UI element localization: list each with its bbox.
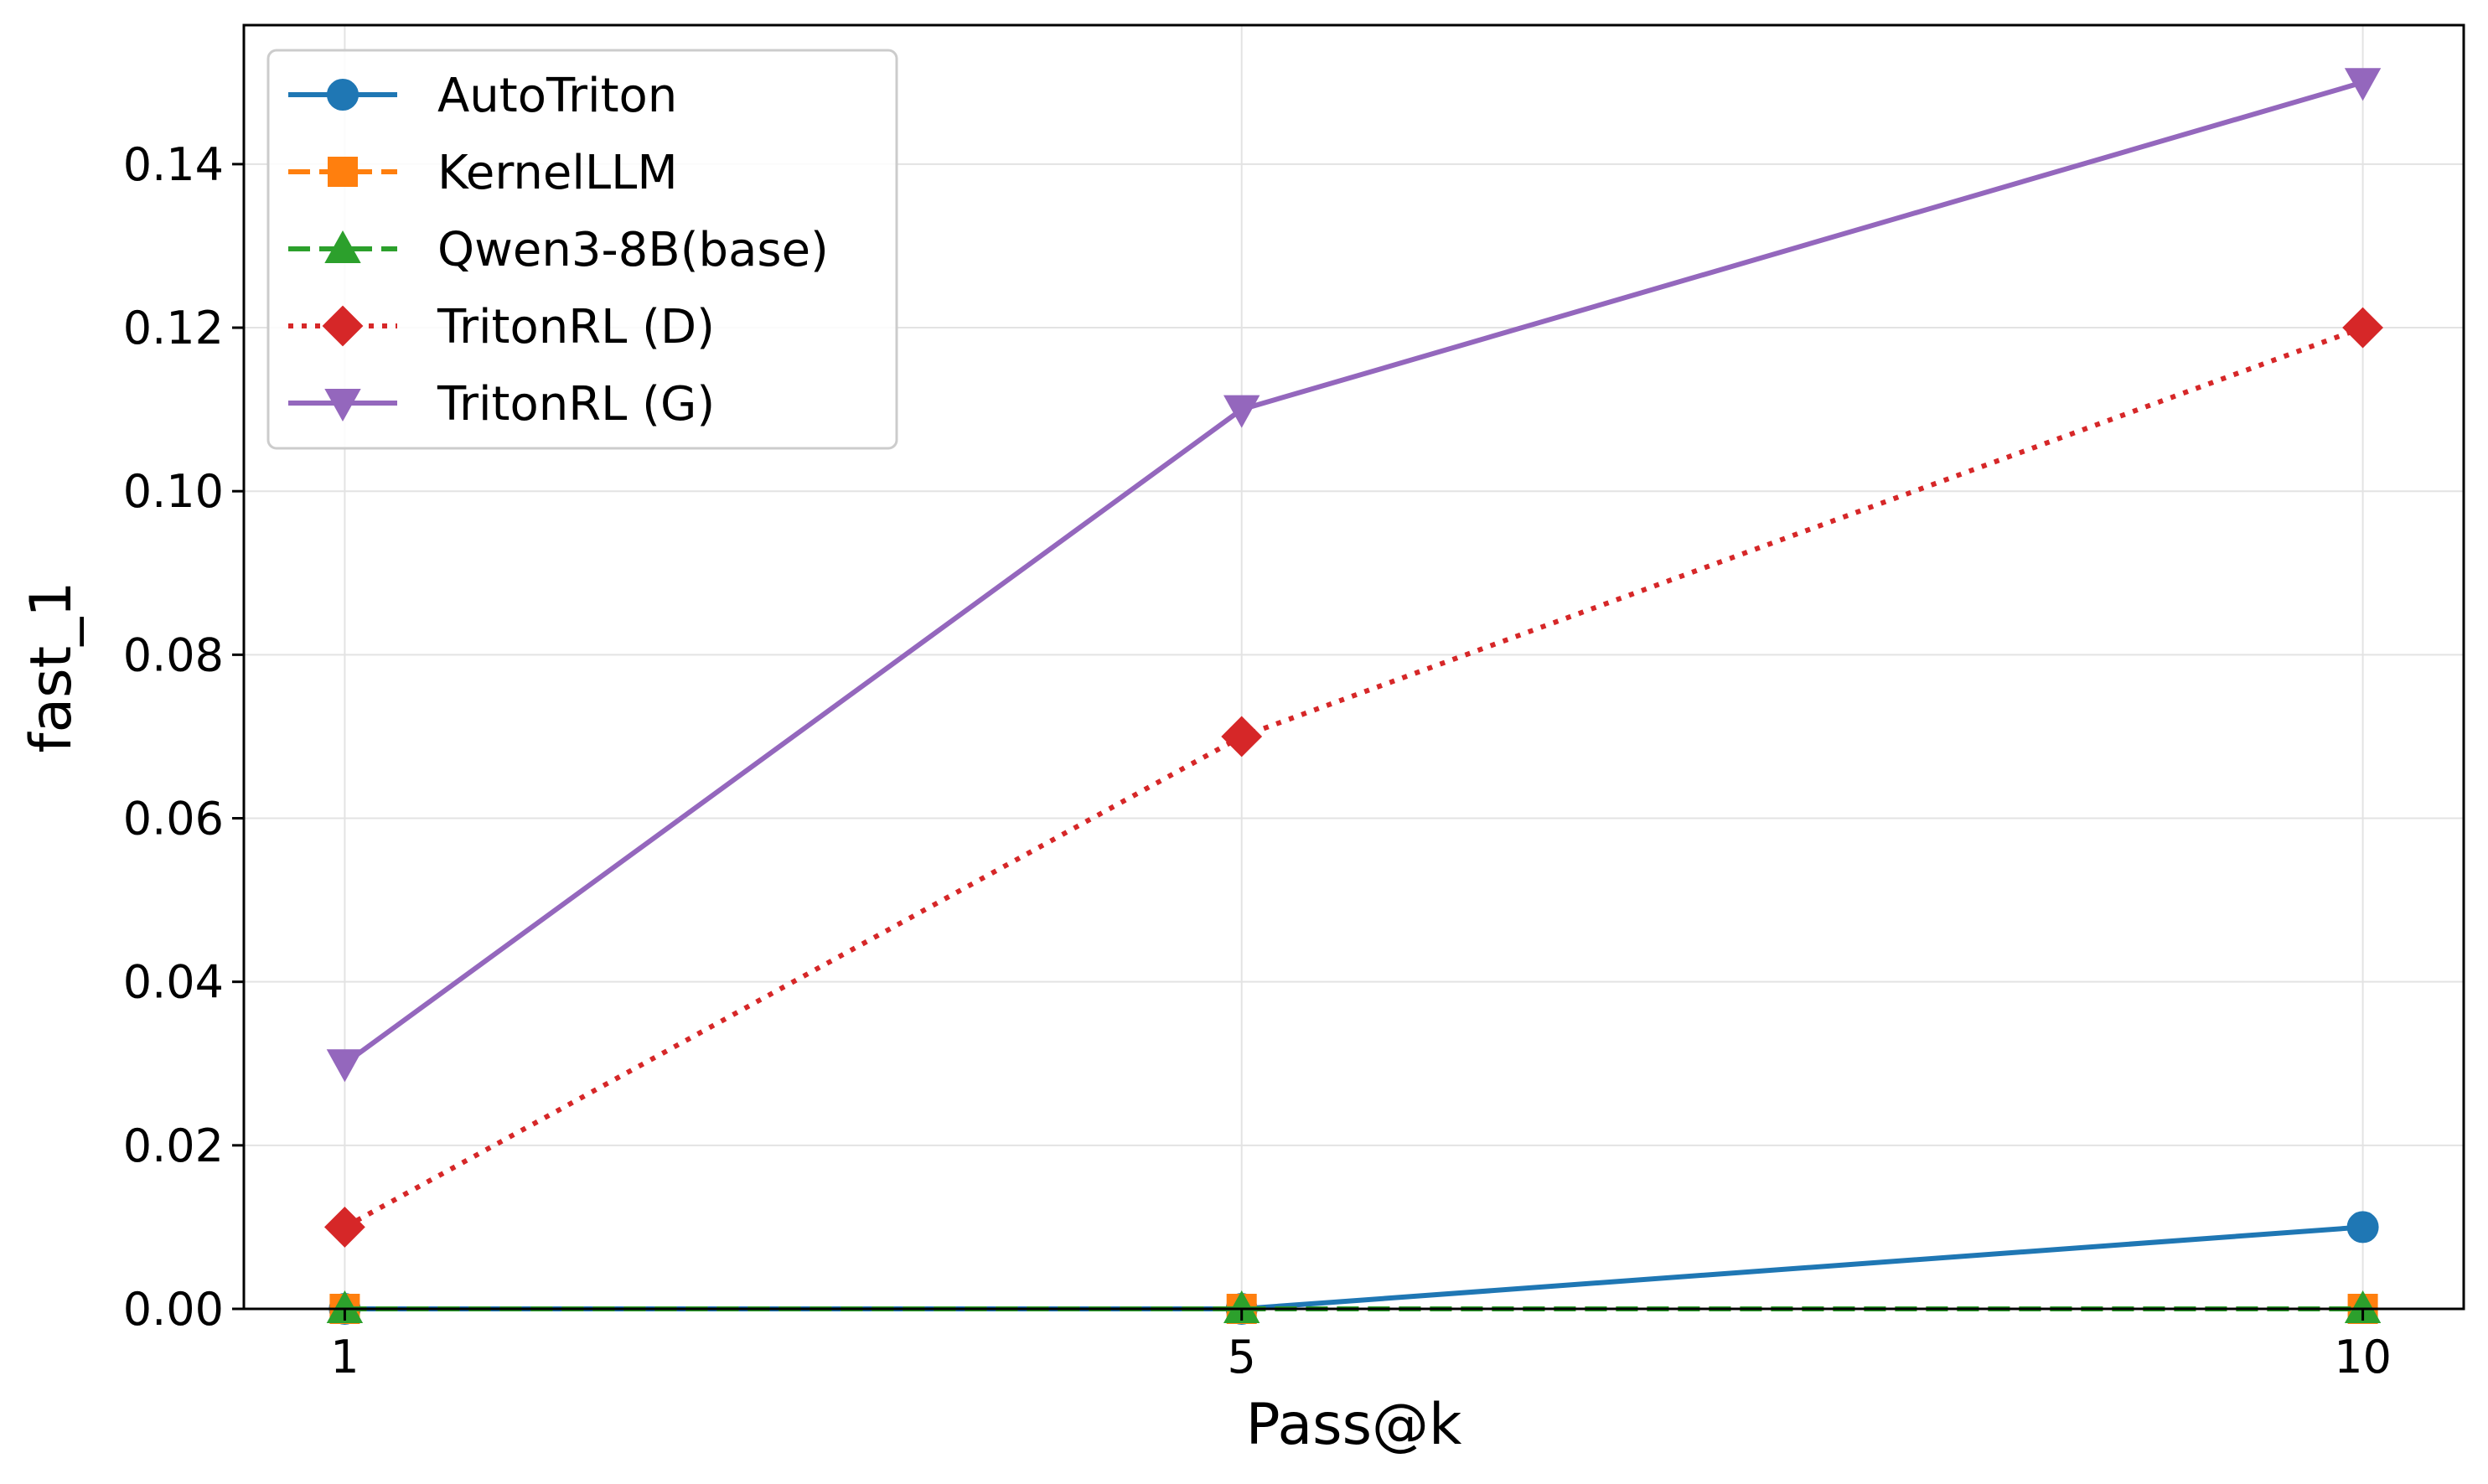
y-tick-label: 0.10 <box>123 465 224 518</box>
legend-item: AutoTriton <box>288 69 677 123</box>
legend-marker <box>327 79 359 111</box>
data-point-tritonrl-g <box>2344 68 2382 101</box>
legend-item: TritonRL (G) <box>288 377 715 432</box>
legend-box <box>266 49 898 450</box>
legend-marker <box>322 305 364 347</box>
legend-marker <box>328 157 358 187</box>
legend-item: KernelLLM <box>288 146 678 200</box>
y-tick-label: 0.06 <box>123 793 224 845</box>
data-point-tritonrl-d <box>1221 716 1263 758</box>
y-axis-label: fast_1 <box>18 582 85 753</box>
legend-label: KernelLLM <box>437 146 678 200</box>
data-point-tritonrl-d <box>2342 307 2384 349</box>
legend-item: Qwen3-8B(base) <box>288 223 829 277</box>
legend-label: TritonRL (D) <box>437 300 715 354</box>
legend: AutoTriton KernelLLM Qwen3-8B(base) TritonR… <box>266 49 898 450</box>
y-tick-label: 0.04 <box>123 956 224 1009</box>
data-point-qwen3-8b-base <box>1223 1290 1260 1323</box>
legend-item: TritonRL (D) <box>288 300 715 354</box>
x-tick-label: 5 <box>1228 1331 1256 1383</box>
legend-label: Qwen3-8B(base) <box>437 223 829 277</box>
data-point-qwen3-8b-base <box>2344 1290 2382 1323</box>
data-point-tritonrl-g <box>1223 395 1260 428</box>
y-tick-label: 0.12 <box>123 302 224 354</box>
data-point-qwen3-8b-base <box>326 1290 364 1323</box>
plot-frame <box>242 23 2465 1311</box>
y-tick-label: 0.00 <box>123 1283 224 1336</box>
y-axis: 0.00 0.02 0.04 0.06 0.08 0.10 0.12 0.14 <box>123 138 244 1336</box>
y-tick-label: 0.14 <box>123 138 224 191</box>
legend-label: AutoTriton <box>437 69 677 123</box>
y-tick-label: 0.08 <box>123 628 224 681</box>
y-tick-label: 0.02 <box>123 1119 224 1172</box>
x-tick-label: 1 <box>330 1331 359 1383</box>
legend-marker <box>324 389 361 422</box>
data-point-tritonrl-g <box>326 1049 364 1083</box>
data-point-tritonrl-d <box>323 1207 365 1248</box>
x-axis: 1 5 10 <box>330 1309 2392 1383</box>
x-axis-label: Pass@k <box>1246 1392 1462 1458</box>
series-tritonrl-g <box>326 68 2382 1083</box>
data-point-autotriton <box>2346 1211 2379 1244</box>
series-tritonrl-d <box>323 307 2384 1248</box>
x-tick-label: 10 <box>2334 1331 2392 1383</box>
legend-label: TritonRL (G) <box>437 377 715 432</box>
legend-marker <box>324 230 361 263</box>
